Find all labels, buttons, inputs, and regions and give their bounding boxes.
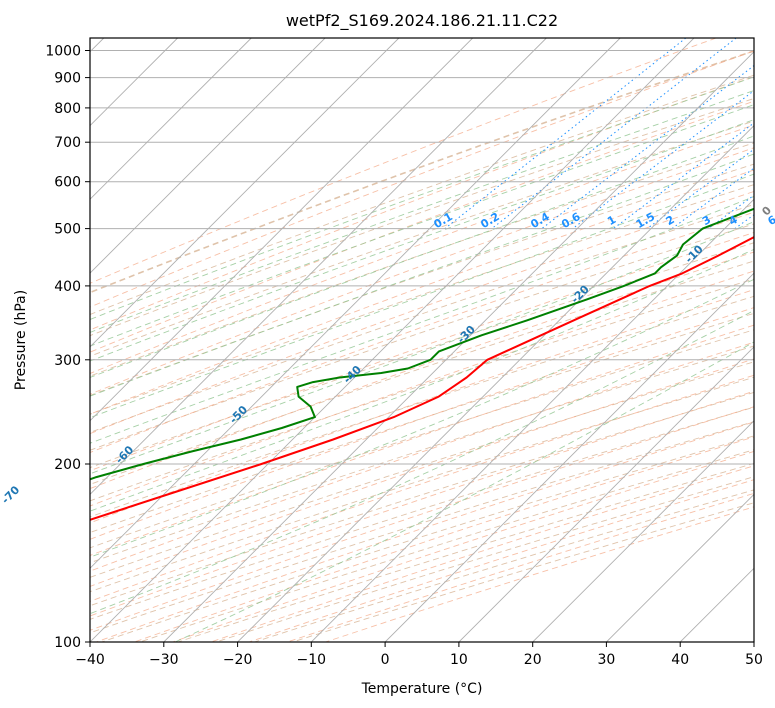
dry-adiabat-line — [90, 163, 754, 397]
adiabat-line — [90, 190, 754, 435]
dewpoint-profile-line — [90, 207, 754, 481]
isotherm-line — [163, 51, 754, 642]
dry-adiabat-line — [90, 98, 754, 337]
isotherm-line — [90, 38, 474, 422]
dry-adiabat-line — [90, 74, 754, 315]
dry-adiabat-line — [90, 223, 754, 451]
dry-adiabat-line — [90, 50, 754, 294]
dry-adiabat-line — [90, 184, 754, 415]
mixing-ratio-line — [444, 38, 687, 229]
mixing-ratio-label: 6 — [765, 213, 775, 228]
adiabat-line — [90, 211, 754, 453]
isotherm-line — [90, 38, 547, 496]
mixing-ratio-line — [646, 148, 754, 230]
y-axis-title: Pressure (hPa) — [13, 290, 29, 390]
x-tick-label: 10 — [450, 652, 468, 668]
mixing-ratio-line — [613, 122, 754, 229]
x-tick-label: 30 — [597, 652, 615, 668]
isotherm-line — [310, 198, 754, 642]
isotherm-line — [90, 38, 252, 200]
y-tick-label: 900 — [54, 71, 81, 87]
y-tick-label: 700 — [54, 135, 81, 151]
moist-adiabat-line — [90, 119, 754, 362]
isotherm-line — [532, 420, 754, 642]
dry-adiabat-line — [90, 391, 754, 607]
axis-ticks: −40 −30 −20 −10 0 10 20 30 40 50 100 200 300 400 500 60… — [45, 44, 763, 669]
x-tick-label: −40 — [75, 652, 105, 668]
x-tick-label: −30 — [149, 652, 179, 668]
dry-adiabat-line — [90, 142, 754, 377]
moist-adiabat-line — [90, 90, 754, 333]
isotherm-line — [90, 38, 695, 642]
chart-title: wetPf2_S169.2024.186.21.11.C22 — [286, 11, 558, 31]
y-tick-label: 400 — [54, 279, 81, 295]
isotherm-line — [458, 346, 754, 642]
adiabat-line — [90, 50, 754, 308]
isotherm-line — [384, 272, 754, 642]
moist-adiabat-line — [90, 195, 754, 444]
adiabat-line — [90, 147, 754, 395]
x-tick-label: 50 — [745, 652, 763, 668]
x-tick-label: −20 — [223, 652, 253, 668]
moist-adiabat-line — [90, 153, 754, 397]
adiabat-line — [90, 358, 754, 587]
adiabat-line — [90, 38, 717, 284]
isotherm-line — [237, 124, 754, 642]
adiabat-line — [90, 270, 754, 507]
adiabat-line — [90, 374, 754, 602]
isotherm-line — [606, 493, 754, 642]
x-tick-label: 40 — [671, 652, 689, 668]
isotherm-line — [90, 38, 400, 348]
temperature-profile-line — [90, 236, 754, 521]
dry-adiabat-line — [90, 329, 754, 549]
plot-area — [90, 38, 754, 642]
isotherm-line — [90, 38, 621, 569]
moist-adiabat-line — [90, 221, 754, 475]
moist-adiabat-line — [90, 76, 754, 320]
x-tick-label: 20 — [524, 652, 542, 668]
y-tick-label: 500 — [54, 222, 81, 238]
x-tick-label: 0 — [381, 652, 390, 668]
moist-adiabat-line — [90, 248, 754, 512]
dry-adiabat-line — [90, 361, 754, 578]
y-tick-label: 1000 — [45, 44, 81, 60]
x-tick-label: −10 — [297, 652, 327, 668]
mixing-ratio-line — [572, 90, 754, 229]
y-tick-label: 200 — [54, 457, 81, 473]
adiabat-line — [90, 324, 754, 556]
y-tick-label: 100 — [54, 635, 81, 651]
y-tick-label: 300 — [54, 353, 81, 369]
dry-adiabat-line — [90, 278, 754, 502]
x-axis-title: Temperature (°C) — [361, 681, 483, 697]
plot-frame — [89, 37, 755, 643]
y-tick-label: 800 — [54, 101, 81, 117]
y-tick-label: 600 — [54, 175, 81, 191]
dry-adiabat-line — [90, 312, 754, 533]
isotherm-line — [90, 38, 326, 274]
moist-adiabat-line — [90, 278, 754, 558]
